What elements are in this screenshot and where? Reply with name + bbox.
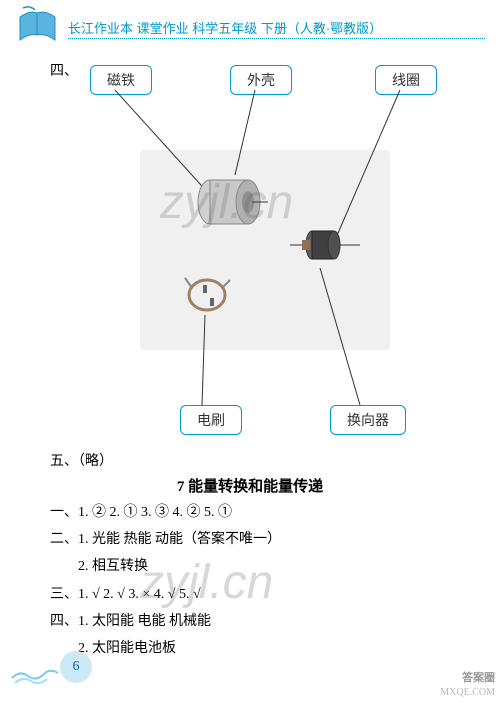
label-commutator: 换向器 <box>330 405 406 435</box>
answer-one: 一、1. ② 2. ① 3. ③ 4. ② 5. ① <box>50 500 281 525</box>
motor-body-part <box>190 170 270 235</box>
answer-two-2: 2. 相互转换 <box>50 554 281 579</box>
section-five-label: 五、（略） <box>50 450 113 470</box>
label-coil: 线圈 <box>375 65 437 95</box>
answer-four-1: 四、1. 太阳能 电能 机械能 <box>50 609 281 634</box>
label-magnet: 磁铁 <box>90 65 152 95</box>
rotor-part <box>290 220 360 270</box>
header-title: 长江作业本 课堂作业 科学五年级 下册（人教·鄂教版） <box>68 18 382 37</box>
label-brush: 电刷 <box>180 405 242 435</box>
answer-content: 一、1. ② 2. ① 3. ③ 4. ② 5. ① 二、1. 光能 热能 动能… <box>50 500 281 663</box>
brush-part <box>180 270 235 315</box>
lesson-title: 7 能量转换和能量传递 <box>50 475 450 496</box>
answer-three: 三、1. √ 2. √ 3. × 4. √ 5. √ <box>50 582 281 607</box>
corner-brand: 答案圈 <box>462 669 495 685</box>
motor-diagram: 磁铁 外壳 线圈 电刷 换向器 <box>50 60 450 440</box>
wave-decoration-icon <box>10 658 60 688</box>
answer-two-1: 二、1. 光能 热能 动能（答案不唯一） <box>50 527 281 552</box>
corner-url: MXQE.COM <box>440 687 495 698</box>
book-icon <box>15 5 60 45</box>
page-number: 6 <box>60 651 92 683</box>
label-shell: 外壳 <box>230 65 292 95</box>
header-divider <box>68 38 485 39</box>
page-header: 长江作业本 课堂作业 科学五年级 下册（人教·鄂教版） <box>0 0 500 55</box>
